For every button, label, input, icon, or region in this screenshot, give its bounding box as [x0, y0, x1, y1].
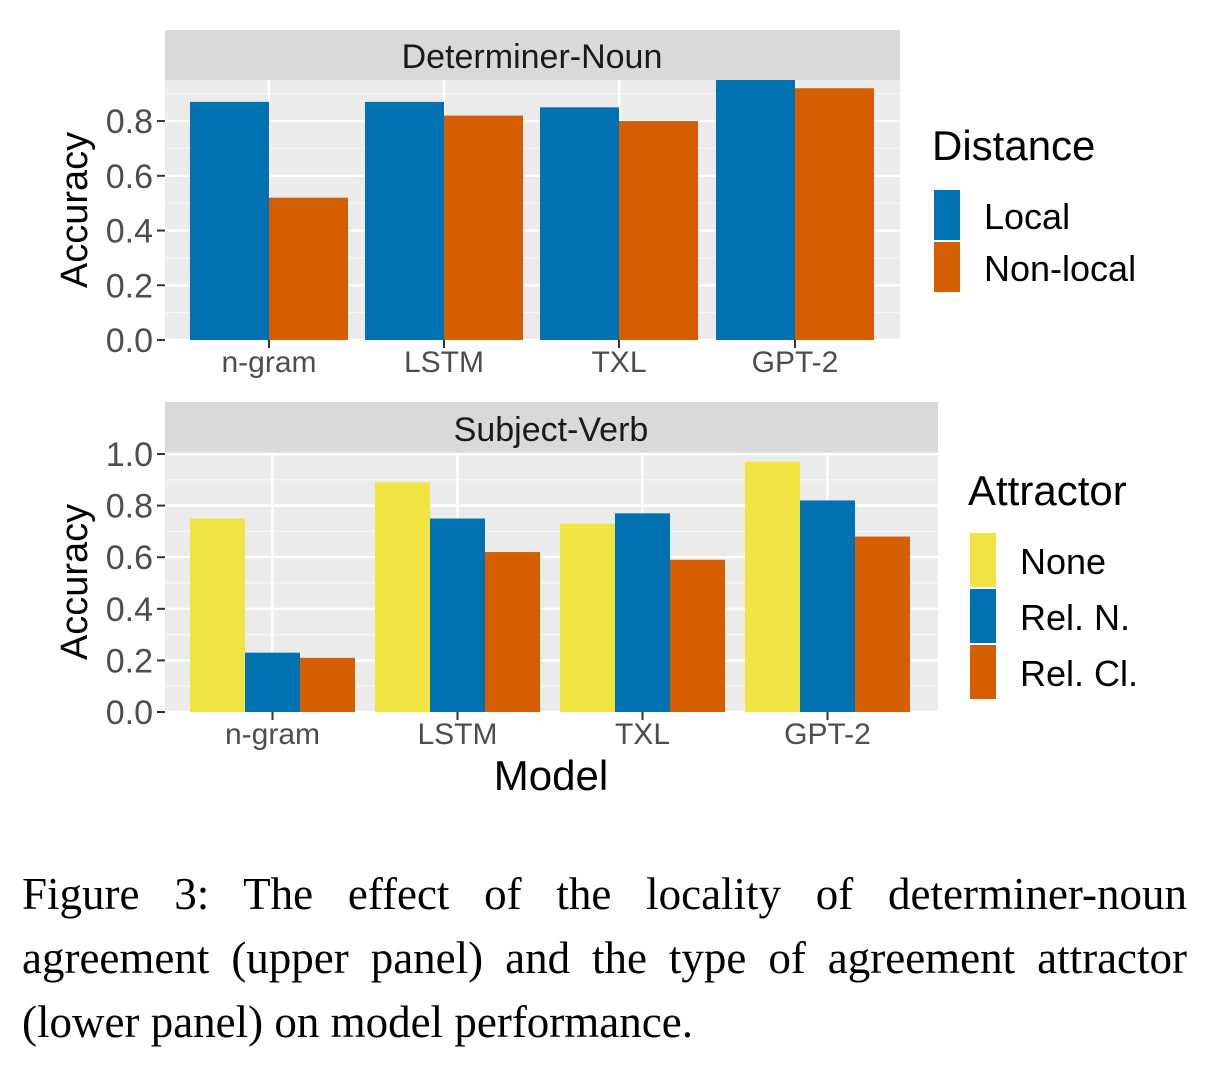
legend-key [934, 242, 960, 292]
legend-label: Non-local [984, 248, 1136, 289]
legend-label: Rel. Cl. [1020, 653, 1138, 694]
legend-title: Attractor [968, 467, 1127, 514]
legend-title: Distance [932, 122, 1095, 169]
legend-key [970, 645, 996, 699]
legend-key [934, 190, 960, 240]
panel-strip-label: Determiner-Noun [402, 38, 663, 76]
panel-strip-background [165, 402, 938, 454]
bar-rel-n-n-gram [245, 652, 300, 712]
y-axis: 0.0 0.2 0.4 0.6 0.8 1.0 [106, 436, 165, 732]
x-tick-label: GPT-2 [752, 346, 839, 379]
x-axis-title: Model [494, 752, 608, 799]
legend-label: Local [984, 196, 1070, 237]
bar-local-lstm [365, 101, 444, 340]
legend-distance: Distance Local Non-local [932, 122, 1136, 292]
x-tick-label: LSTM [404, 346, 484, 379]
y-tick-label: 0.2 [106, 642, 153, 680]
panel-strip-background [165, 30, 900, 80]
x-tick-label: n-gram [221, 346, 316, 379]
x-tick-label: TXL [591, 346, 646, 379]
bar-non-local-n-gram [269, 197, 348, 340]
panel-strip-label: Subject-Verb [454, 411, 649, 449]
panel-subject-verb: Subject-Verb 0.0 0.2 0.4 0.6 0.8 1.0 n-gram LS… [54, 402, 1138, 799]
bar-none-txl [560, 523, 615, 712]
y-tick-label: 0.0 [106, 322, 153, 360]
y-tick-label: 0.8 [106, 488, 153, 526]
y-tick-label: 0.2 [106, 267, 153, 305]
y-tick-label: 0.0 [106, 694, 153, 732]
bar-none-n-gram [190, 518, 245, 712]
bar-rel-cl-gpt-2 [855, 536, 910, 712]
x-tick-label: n-gram [225, 718, 320, 751]
bar-rel-n-txl [615, 513, 670, 712]
legend-key [970, 589, 996, 643]
x-axis: n-gram LSTM TXL GPT-2 [225, 712, 871, 751]
bar-non-local-gpt-2 [795, 88, 874, 340]
bar-none-lstm [375, 482, 430, 712]
figure-caption: Figure 3: The effect of the locality of … [22, 869, 1187, 1047]
legend-label: Rel. N. [1020, 597, 1130, 638]
y-tick-label: 0.8 [106, 103, 153, 141]
bar-local-gpt-2 [716, 80, 795, 340]
bar-local-n-gram [190, 101, 269, 340]
x-tick-label: LSTM [417, 718, 497, 751]
y-axis: 0.0 0.2 0.4 0.6 0.8 [106, 103, 165, 360]
bar-local-txl [540, 107, 619, 340]
bar-rel-cl-n-gram [300, 657, 355, 712]
bars [190, 461, 910, 712]
panel-determiner-noun: Determiner-Noun 0.0 0.2 0.4 0.6 0.8 n-gram LS… [54, 30, 1136, 379]
bar-none-gpt-2 [745, 461, 800, 712]
bar-rel-n-lstm [430, 518, 485, 712]
bar-rel-n-gpt-2 [800, 500, 855, 712]
y-tick-label: 1.0 [106, 436, 153, 474]
y-tick-label: 0.6 [106, 539, 153, 577]
bar-non-local-txl [619, 121, 698, 340]
y-tick-label: 0.4 [106, 213, 153, 251]
figure: Determiner-Noun 0.0 0.2 0.4 0.6 0.8 n-gram LS… [54, 30, 1138, 799]
x-tick-label: GPT-2 [784, 718, 871, 751]
x-axis: n-gram LSTM TXL GPT-2 [221, 340, 838, 379]
bar-non-local-lstm [444, 115, 523, 340]
bar-rel-cl-lstm [485, 552, 540, 712]
y-axis-label: Accuracy [54, 504, 96, 660]
x-tick-label: TXL [615, 718, 670, 751]
y-tick-label: 0.4 [106, 591, 153, 629]
y-axis-label: Accuracy [54, 132, 96, 288]
legend-attractor: Attractor None Rel. N. Rel. Cl. [968, 467, 1138, 699]
bars [190, 80, 874, 340]
legend-key [970, 533, 996, 587]
bar-rel-cl-txl [670, 559, 725, 712]
y-tick-label: 0.6 [106, 158, 153, 196]
legend-label: None [1020, 541, 1106, 582]
